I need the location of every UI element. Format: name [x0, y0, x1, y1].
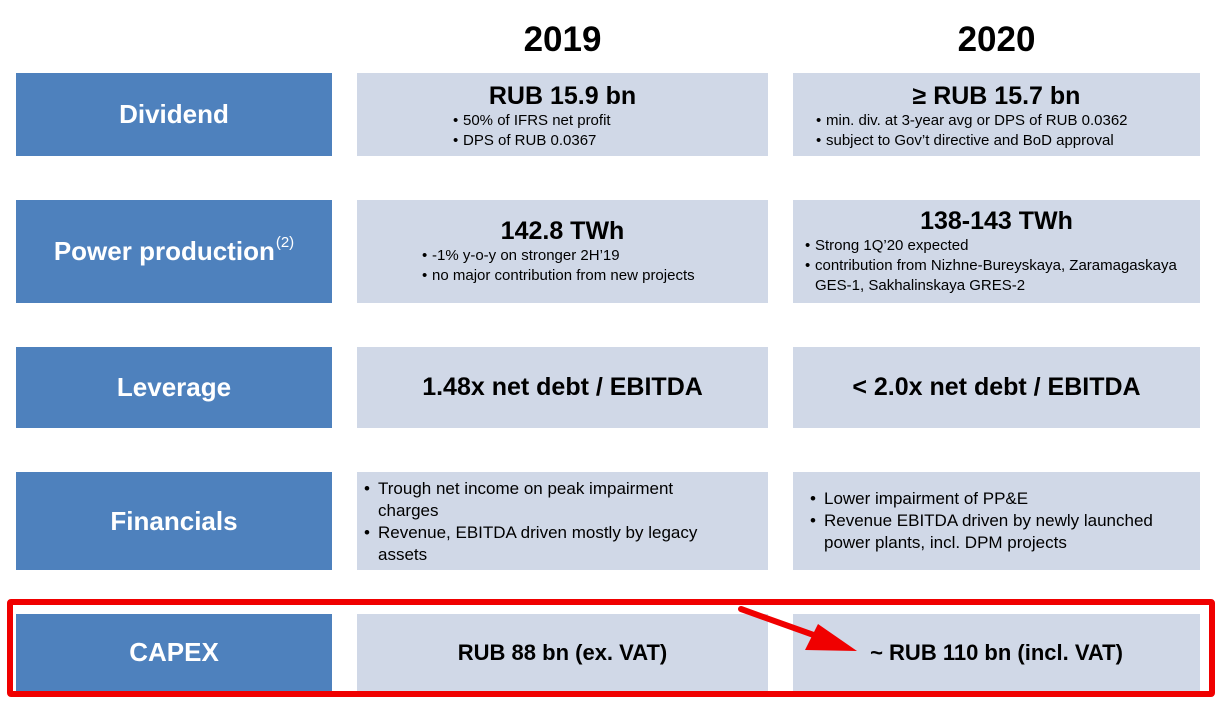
capex-2020-cell: ~ RUB 110 bn (incl. VAT): [793, 614, 1200, 691]
leverage-2020-value: < 2.0x net debt / EBITDA: [852, 373, 1141, 401]
dividend-2019-bullets: 50% of IFRS net profit DPS of RUB 0.0367: [453, 111, 768, 151]
financials-2020-bullets: Lower impairment of PP&E Revenue EBITDA …: [810, 488, 1192, 554]
power-2019-bullets: -1% y-o-y on stronger 2H’19 no major con…: [422, 246, 768, 286]
list-item: no major contribution from new projects: [422, 266, 768, 286]
row-label-financials: Financials: [16, 472, 332, 570]
leverage-2020-cell: < 2.0x net debt / EBITDA: [793, 347, 1200, 428]
list-item: DPS of RUB 0.0367: [453, 131, 768, 151]
capex-2019-value: RUB 88 bn (ex. VAT): [457, 639, 668, 665]
row-label-text: Dividend: [119, 99, 229, 129]
list-item: min. div. at 3-year avg or DPS of RUB 0.…: [816, 111, 1200, 131]
power-2020-cell: 138-143 TWh Strong 1Q’20 expected contri…: [793, 200, 1200, 303]
row-label-dividend: Dividend: [16, 73, 332, 156]
row-label-text: Power production: [53, 236, 275, 266]
dividend-2020-cell: ≥ RUB 15.7 bn min. div. at 3-year avg or…: [793, 73, 1200, 156]
footnote-marker: (2): [275, 234, 295, 251]
row-label-leverage: Leverage: [16, 347, 332, 428]
list-item: Revenue, EBITDA driven mostly by legacy …: [364, 522, 718, 566]
list-item: contribution from Nizhne-Bureyskaya, Zar…: [805, 256, 1185, 296]
dividend-2019-headline: RUB 15.9 bn: [488, 82, 637, 110]
row-label-capex: CAPEX: [16, 614, 332, 691]
financials-2019-bullets: Trough net income on peak impairment cha…: [364, 478, 718, 566]
list-item: Trough net income on peak impairment cha…: [364, 478, 718, 522]
year-header-2019: 2019: [523, 20, 602, 59]
row-label-power-production: Power production (2): [16, 200, 332, 303]
financials-2019-cell: Trough net income on peak impairment cha…: [357, 472, 768, 570]
row-label-text: CAPEX: [129, 637, 219, 667]
list-item: 50% of IFRS net profit: [453, 111, 768, 131]
row-label-text: Leverage: [116, 372, 232, 402]
row-label-text: Financials: [110, 505, 238, 536]
dividend-2020-headline: ≥ RUB 15.7 bn: [912, 82, 1081, 110]
power-2019-headline: 142.8 TWh: [500, 217, 625, 245]
leverage-2019-value: 1.48x net debt / EBITDA: [422, 373, 703, 401]
capex-2019-cell: RUB 88 bn (ex. VAT): [357, 614, 768, 691]
dividend-2020-bullets: min. div. at 3-year avg or DPS of RUB 0.…: [816, 111, 1200, 151]
power-2019-cell: 142.8 TWh -1% y-o-y on stronger 2H’19 no…: [357, 200, 768, 303]
list-item: -1% y-o-y on stronger 2H’19: [422, 246, 768, 266]
list-item: Strong 1Q’20 expected: [805, 236, 1185, 256]
list-item: Lower impairment of PP&E: [810, 488, 1192, 510]
list-item: subject to Gov’t directive and BoD appro…: [816, 131, 1200, 151]
dividend-2019-cell: RUB 15.9 bn 50% of IFRS net profit DPS o…: [357, 73, 768, 156]
year-header-2020: 2020: [957, 20, 1036, 59]
leverage-2019-cell: 1.48x net debt / EBITDA: [357, 347, 768, 428]
power-2020-headline: 138-143 TWh: [920, 207, 1073, 235]
power-2020-bullets: Strong 1Q’20 expected contribution from …: [805, 236, 1185, 296]
financials-2020-cell: Lower impairment of PP&E Revenue EBITDA …: [793, 472, 1200, 570]
capex-highlight-box: [7, 599, 1215, 697]
list-item: Revenue EBITDA driven by newly launched …: [810, 510, 1192, 554]
capex-2020-value: ~ RUB 110 bn (incl. VAT): [870, 639, 1123, 665]
